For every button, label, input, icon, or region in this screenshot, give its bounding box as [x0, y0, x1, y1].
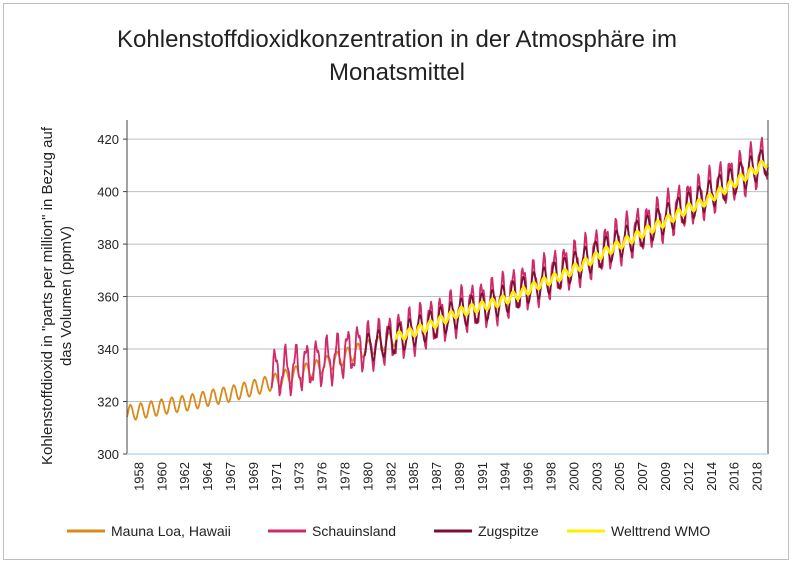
chart-frame [3, 3, 789, 560]
x-tick-label-2007: 2007 [635, 462, 650, 491]
x-tick-label-1994: 1994 [498, 462, 513, 491]
x-tick-label-2014: 2014 [704, 462, 719, 491]
x-tick-label-1962: 1962 [177, 462, 192, 491]
axes [123, 120, 769, 455]
x-tick-label-1971: 1971 [269, 462, 284, 491]
x-tick-label-1964: 1964 [200, 462, 215, 491]
x-tick-label-2005: 2005 [612, 462, 627, 491]
x-tick-label-1982: 1982 [383, 462, 398, 491]
y-axis-label-line-2: das Volumen (ppmV) [58, 226, 75, 366]
x-tick-label-2009: 2009 [658, 462, 673, 491]
x-tick-label-1978: 1978 [337, 462, 352, 491]
series-line-4 [394, 159, 770, 341]
series-line-2 [270, 136, 769, 397]
x-tick-label-1969: 1969 [246, 462, 261, 491]
y-tick-labels: 300 320 340 360 380 400 420 [97, 132, 119, 462]
x-tick-label-1987: 1987 [429, 462, 444, 491]
data-series [126, 136, 770, 421]
y-tick-label-420: 420 [97, 132, 119, 147]
x-tick-label-2000: 2000 [566, 462, 581, 491]
x-tick-label-1991: 1991 [475, 462, 490, 491]
x-tick-label-2012: 2012 [681, 462, 696, 491]
x-tick-label-1998: 1998 [544, 462, 559, 491]
legend-label-3: Zugspitze [478, 523, 539, 539]
x-tick-labels: 1958 1960 1962 1964 1967 1969 1971 1973 1976 1978… [131, 462, 764, 491]
x-tick-label-1985: 1985 [406, 462, 421, 491]
legend-label-2: Schauinsland [312, 523, 396, 539]
y-tick-label-340: 340 [97, 342, 119, 357]
x-tick-label-1980: 1980 [360, 462, 375, 491]
x-tick-label-1967: 1967 [223, 462, 238, 491]
series-line-3 [363, 149, 769, 362]
legend-label-4: Welttrend WMO [611, 523, 710, 539]
y-axis-label-line-1: Kohlenstoffdioxid in "parts per million"… [39, 126, 56, 465]
x-tick-label-1976: 1976 [315, 462, 330, 491]
x-tick-label-1996: 1996 [521, 462, 536, 491]
y-tick-label-320: 320 [97, 395, 119, 410]
y-tick-label-300: 300 [97, 447, 119, 462]
x-tick-label-1989: 1989 [452, 462, 467, 491]
x-tick-label-1973: 1973 [292, 462, 307, 491]
y-tick-label-380: 380 [97, 237, 119, 252]
x-tick-label-2016: 2016 [727, 462, 742, 491]
y-axis-label: Kohlenstoffdioxid in "parts per million"… [39, 126, 75, 465]
x-tick-label-2018: 2018 [750, 462, 765, 491]
y-tick-label-400: 400 [97, 185, 119, 200]
x-tick-label-1960: 1960 [154, 462, 169, 491]
chart-title-line-2: Monatsmittel [329, 59, 465, 86]
legend-label-1: Mauna Loa, Hawaii [111, 523, 231, 539]
chart-title-line-1: Kohlenstoffdioxidkonzentration in der At… [117, 26, 677, 53]
x-tick-label-2003: 2003 [589, 462, 604, 491]
y-tick-label-360: 360 [97, 290, 119, 305]
x-tick-label-1958: 1958 [131, 462, 146, 491]
gridlines [127, 138, 768, 403]
legend: Mauna Loa, Hawaii Schauinsland Zugspitze We… [67, 523, 710, 539]
